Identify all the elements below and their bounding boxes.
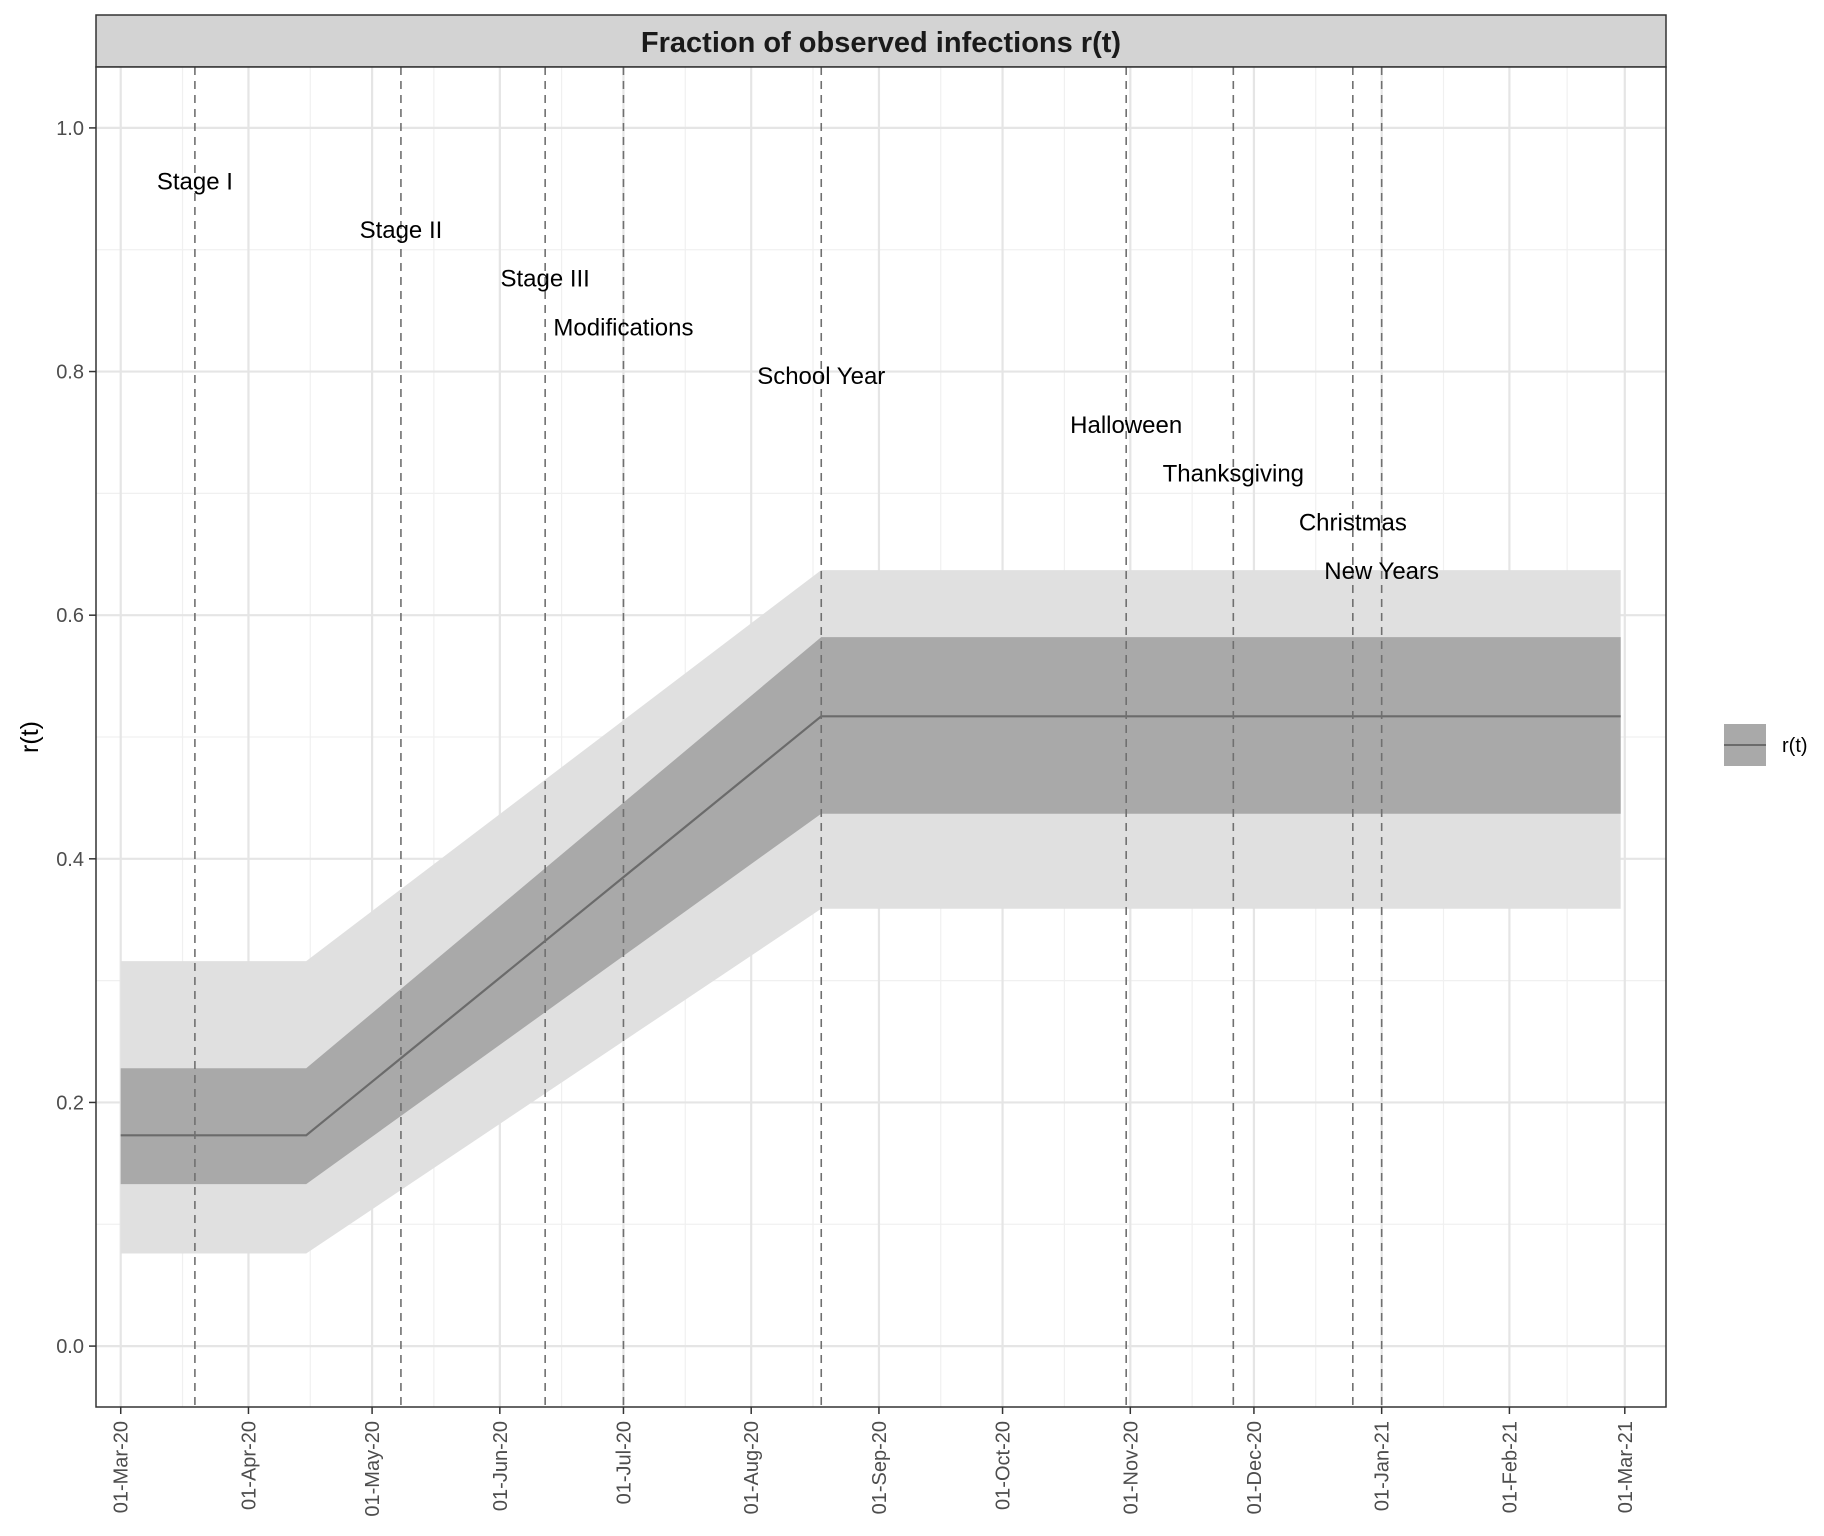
chart-title: Fraction of observed infections r(t) [641, 27, 1121, 59]
event-label: Modifications [553, 314, 693, 341]
x-tick-label: 01-May-20 [362, 1421, 384, 1517]
event-label: New Years [1324, 558, 1439, 585]
event-label: Stage II [360, 217, 443, 244]
event-label: Thanksgiving [1163, 461, 1304, 488]
x-tick-label: 01-Sep-20 [869, 1421, 891, 1514]
x-tick-label: 01-Mar-21 [1615, 1421, 1637, 1513]
series-lines [120, 715, 1621, 1137]
x-tick-label: 01-Jun-20 [490, 1421, 512, 1511]
inner-band-series-0 [120, 637, 1621, 1185]
ribbon-bands [120, 570, 1621, 1254]
x-tick-label: 01-Mar-20 [111, 1421, 133, 1513]
event-labels: Stage I Stage II Stage III Modifications Sch… [157, 168, 1439, 585]
event-label: Christmas [1299, 509, 1407, 536]
x-tick-label: 01-Nov-20 [1120, 1421, 1142, 1514]
y-tick-label: 0.6 [56, 605, 84, 627]
y-axis-label: r(t) [16, 721, 44, 753]
x-tick-label: 01-Feb-21 [1499, 1421, 1521, 1513]
y-axis: 0.0 0.2 0.4 0.6 0.8 1.0 [56, 118, 96, 1358]
legend: r(t) [1724, 724, 1808, 766]
y-tick-label: 0.8 [56, 362, 84, 384]
event-label: Halloween [1070, 412, 1182, 439]
x-tick-label: 01-Oct-20 [993, 1421, 1015, 1510]
y-tick-label: 0.2 [56, 1092, 84, 1114]
title-strip [95, 14, 1667, 68]
event-label: School Year [757, 363, 885, 390]
series-line-0 [120, 715, 1621, 1137]
y-tick-label: 1.0 [56, 118, 84, 140]
x-tick-label: 01-Apr-20 [238, 1421, 260, 1510]
x-tick-label: 01-Jan-21 [1372, 1421, 1394, 1511]
y-tick-label: 0.0 [56, 1336, 84, 1358]
x-tick-label: 01-Dec-20 [1244, 1421, 1266, 1514]
legend-label: r(t) [1782, 735, 1808, 757]
y-tick-label: 0.4 [56, 849, 84, 871]
event-label: Stage I [157, 168, 233, 195]
x-axis: 01-Mar-20 01-Apr-20 01-May-20 01-Jun-20 01-J… [111, 1407, 1637, 1517]
x-tick-label: 01-Jul-20 [613, 1421, 635, 1504]
plot-panel-border [95, 66, 1667, 1408]
event-label: Stage III [500, 266, 589, 293]
x-tick-label: 01-Aug-20 [741, 1421, 763, 1514]
